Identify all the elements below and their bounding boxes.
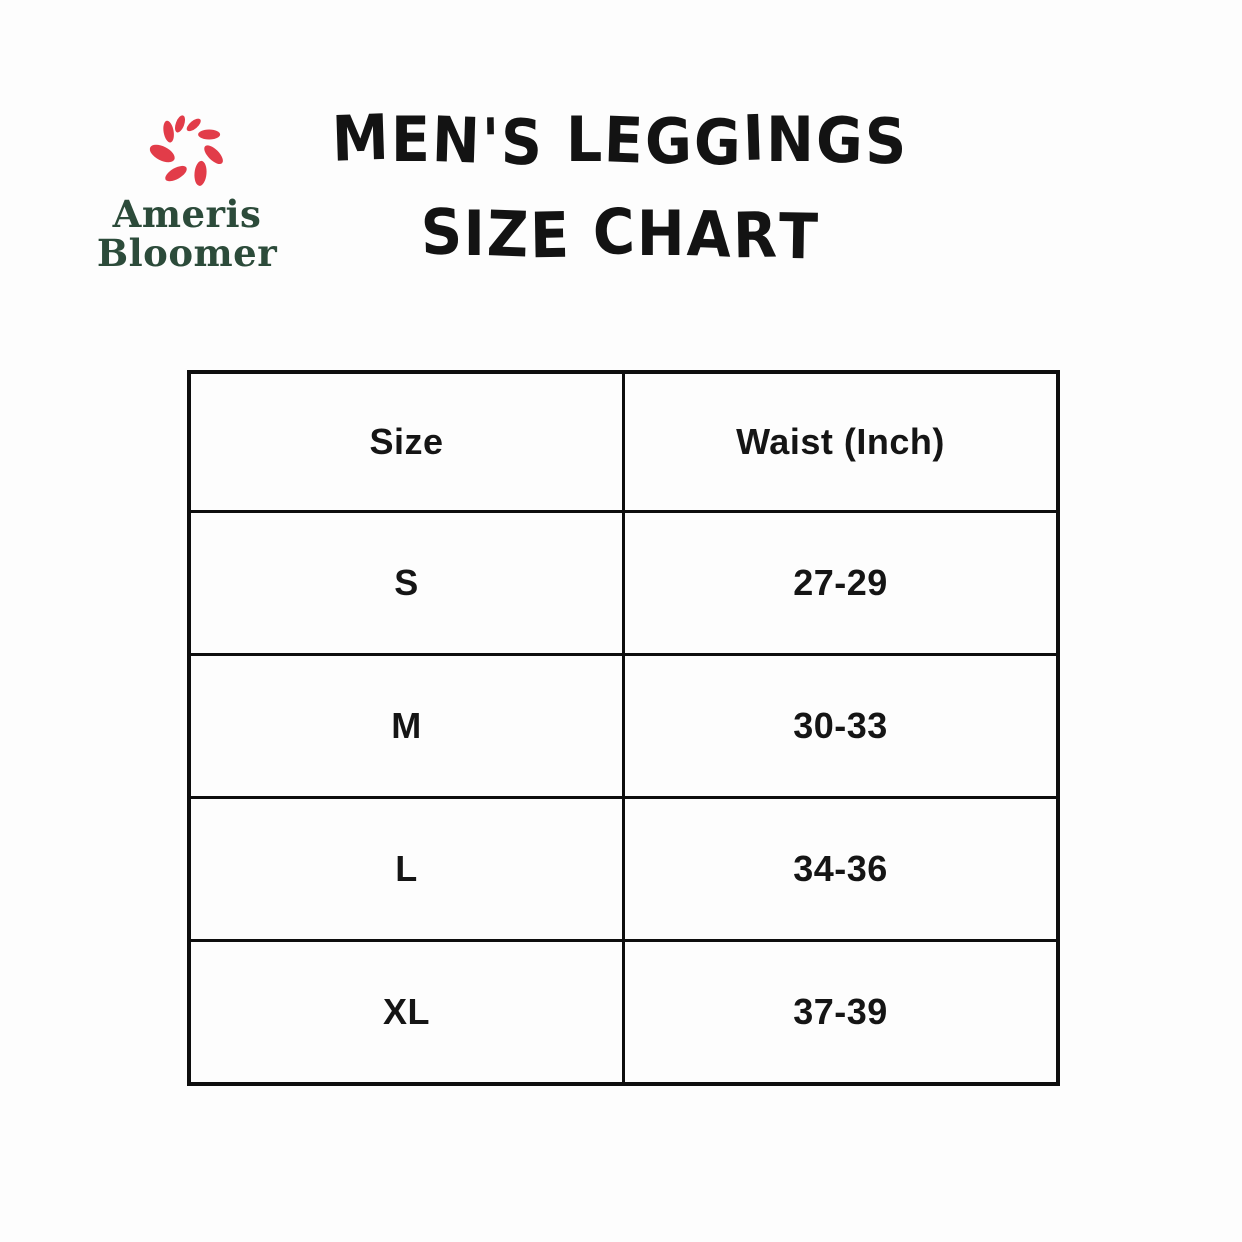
page-title: MEN'S LEGGINGS SIZE CHART — [300, 94, 940, 282]
brand-name-line2: Bloomer — [96, 231, 278, 275]
table-row: S 27-29 — [187, 510, 1060, 656]
size-cell: M — [187, 653, 625, 799]
waist-cell: 34-36 — [622, 796, 1060, 942]
waist-cell: 27-29 — [622, 510, 1060, 656]
brand-name-line1: Ameris — [112, 192, 262, 236]
table-row: XL 37-39 — [187, 939, 1060, 1086]
header-row: Size Waist (Inch) — [187, 370, 1060, 513]
table-row: L 34-36 — [187, 796, 1060, 942]
flower-petals-icon — [149, 115, 223, 186]
page-title-line1: MEN'S LEGGINGS — [331, 101, 909, 180]
size-cell: XL — [187, 939, 625, 1086]
brand-logo: Ameris Bloomer — [92, 110, 282, 272]
column-header-waist: Waist (Inch) — [622, 370, 1060, 513]
size-cell: S — [187, 510, 625, 656]
table-row: M 30-33 — [187, 653, 1060, 799]
page-title-line2: SIZE CHART — [419, 195, 820, 274]
size-chart-table: Size Waist (Inch) S 27-29 M 30-33 L 34-3… — [187, 370, 1060, 1086]
column-header-size: Size — [187, 370, 625, 513]
waist-cell: 37-39 — [622, 939, 1060, 1086]
size-cell: L — [187, 796, 625, 942]
waist-cell: 30-33 — [622, 653, 1060, 799]
